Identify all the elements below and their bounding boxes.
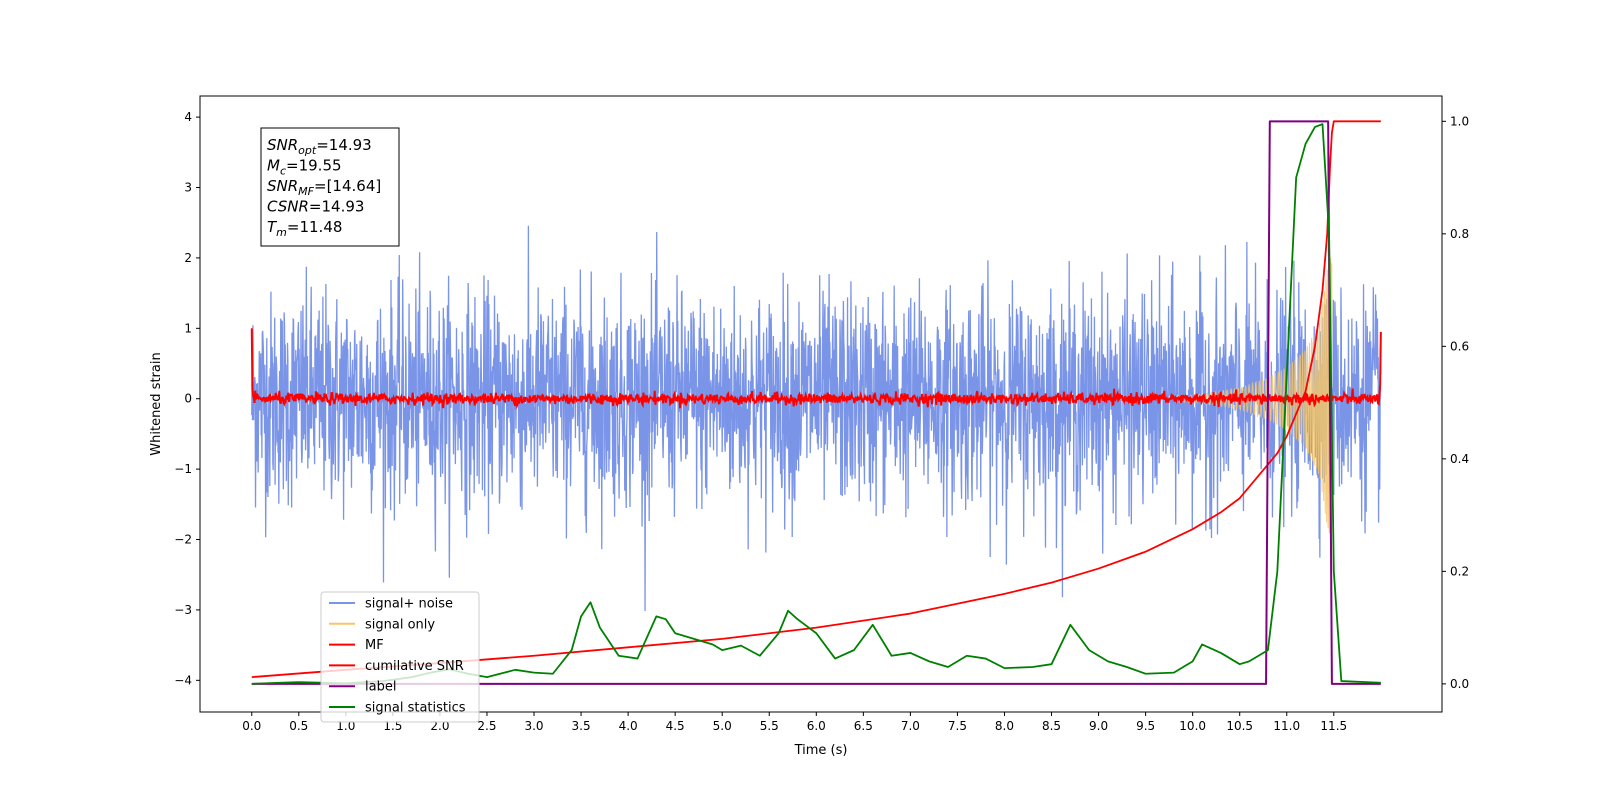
x-tick-label: 8.5 xyxy=(1042,719,1061,733)
y-tick-label-left: 3 xyxy=(184,181,192,195)
x-tick-label: 6.0 xyxy=(807,719,826,733)
x-tick-label: 4.0 xyxy=(619,719,638,733)
legend-label: signal+ noise xyxy=(365,597,453,612)
legend-frame xyxy=(320,591,480,723)
series-signal-noise xyxy=(251,225,1382,612)
series-label xyxy=(251,120,1381,685)
y-tick-label-right: 0.2 xyxy=(1450,564,1469,578)
y-tick-label-left: 2 xyxy=(184,251,192,265)
annotation-line: Mc=19.55 xyxy=(267,157,342,178)
y-tick-label-left: 4 xyxy=(184,110,192,124)
y-tick-label-left: −3 xyxy=(174,603,192,617)
annotation-line: SNRMF=[14.64] xyxy=(267,177,381,198)
annotation-frame xyxy=(260,127,400,247)
x-tick-label: 7.0 xyxy=(901,719,920,733)
legend: signal+ noise signal only MF cumilative SNR… xyxy=(320,591,480,723)
legend-label: label xyxy=(365,680,396,695)
series-signal-statistics xyxy=(251,123,1381,685)
series-mf xyxy=(250,328,1382,410)
y-tick-label-right: 0.6 xyxy=(1450,339,1469,353)
x-tick-label: 11.0 xyxy=(1273,719,1300,733)
y-tick-label-left: −4 xyxy=(174,673,192,687)
y-tick-label-left: 1 xyxy=(184,321,192,335)
x-tick-label: 0.0 xyxy=(242,719,261,733)
x-tick-label: 5.0 xyxy=(713,719,732,733)
y-tick-label-right: 0.4 xyxy=(1450,452,1469,466)
y-tick-label-left: −1 xyxy=(174,462,192,476)
x-tick-label: 9.5 xyxy=(1136,719,1155,733)
y-axis-label: Whitened strain xyxy=(149,352,164,455)
annotation-box: SNRopt=14.93Mc=19.55SNRMF=[14.64]CSNR=14… xyxy=(260,127,400,247)
annotation-line: CSNR=14.93 xyxy=(267,198,364,216)
x-tick-label: 2.5 xyxy=(477,719,496,733)
x-tick-label: 9.0 xyxy=(1089,719,1108,733)
x-tick-label: 5.5 xyxy=(760,719,779,733)
series-layer xyxy=(250,120,1382,685)
x-tick-label: 11.5 xyxy=(1320,719,1347,733)
legend-label: signal only xyxy=(365,617,435,632)
series-cumulative-snr xyxy=(251,120,1381,679)
y-tick-label-right: 0.8 xyxy=(1450,227,1469,241)
x-tick-label: 0.5 xyxy=(289,719,308,733)
axes-layer: 0.0 0.5 1.0 1.5 2.0 2.5 3.0 3.5 4.0 4.5 5.0 5.5 6.0 6… xyxy=(174,110,1469,733)
annotation-line: Tm=11.48 xyxy=(267,218,342,239)
x-tick-label: 4.5 xyxy=(666,719,685,733)
x-tick-label: 3.0 xyxy=(524,719,543,733)
annotation-line: SNRopt=14.93 xyxy=(267,136,372,157)
x-tick-label: 8.0 xyxy=(995,719,1014,733)
legend-label: signal statistics xyxy=(365,701,466,716)
y-tick-label-left: −2 xyxy=(174,533,192,547)
y-tick-label-right: 0.0 xyxy=(1450,677,1469,691)
x-tick-label: 10.0 xyxy=(1179,719,1206,733)
x-tick-label: 10.5 xyxy=(1226,719,1253,733)
plot-frame xyxy=(199,95,1443,713)
y-tick-label-left: 0 xyxy=(184,392,192,406)
x-tick-label: 6.5 xyxy=(854,719,873,733)
x-axis-label: Time (s) xyxy=(794,743,848,758)
legend-label: MF xyxy=(365,638,384,653)
x-tick-label: 7.5 xyxy=(948,719,967,733)
x-tick-label: 3.5 xyxy=(572,719,591,733)
legend-label: cumilative SNR xyxy=(365,659,464,674)
y-tick-label-right: 1.0 xyxy=(1450,114,1469,128)
